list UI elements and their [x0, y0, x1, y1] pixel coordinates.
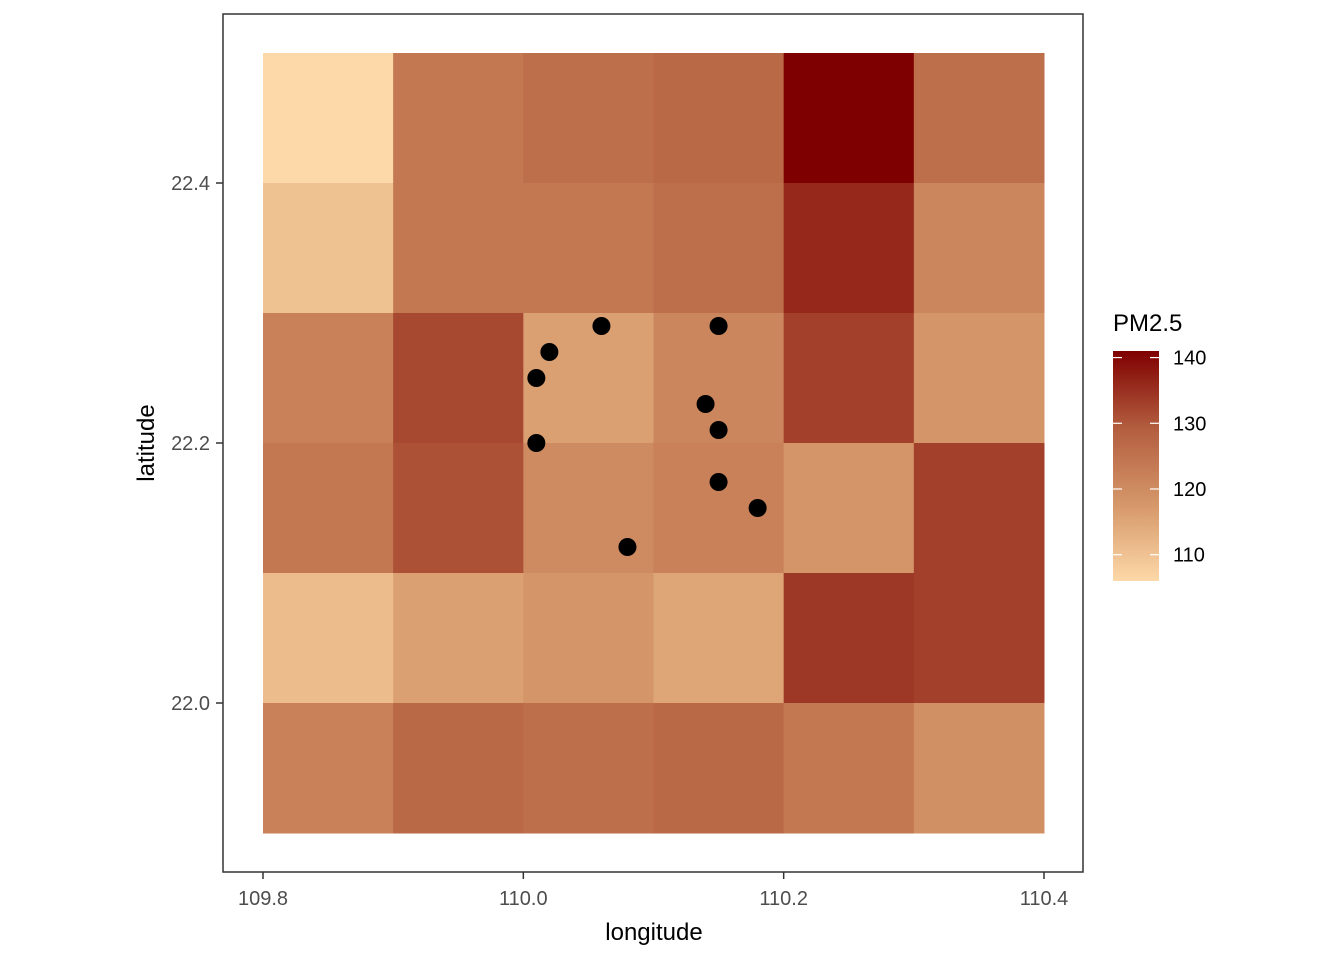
station-point — [709, 421, 728, 439]
heatmap-tile — [523, 703, 654, 834]
station-point — [527, 434, 546, 452]
heatmap-tile — [653, 183, 785, 314]
y-axis-title: latitude — [133, 404, 160, 481]
heatmap-tile — [393, 183, 524, 314]
x-tick-label: 110.2 — [759, 888, 808, 910]
heatmap-tile — [263, 573, 394, 704]
heatmap-tile — [393, 573, 524, 704]
heatmap-tile — [263, 703, 394, 834]
heatmap-tile — [913, 703, 1045, 834]
heatmap-tile — [263, 313, 394, 444]
station-point — [709, 473, 728, 491]
heatmap-tile — [393, 53, 524, 184]
heatmap-tile — [783, 313, 915, 444]
station-point — [748, 499, 767, 517]
heatmap-tile — [783, 573, 915, 704]
legend-ticks: 140 130 120 110 — [1113, 348, 1206, 567]
y-tick-label: 22.0 — [171, 693, 210, 715]
heatmap-tile — [263, 183, 394, 314]
x-tick-label: 110.4 — [1020, 888, 1069, 910]
heatmap-tile — [913, 573, 1045, 704]
station-point — [618, 538, 637, 556]
legend-label: 120 — [1173, 479, 1206, 501]
x-axis-title: longitude — [605, 919, 702, 946]
heatmap-tile — [393, 313, 524, 444]
heatmap-tile — [393, 443, 524, 574]
station-point — [592, 317, 611, 335]
legend: PM2.5 140 130 120 110 — [1113, 310, 1206, 581]
legend-title: PM2.5 — [1113, 310, 1182, 337]
station-point — [709, 317, 728, 335]
heatmap-tile — [783, 443, 915, 574]
y-tick-label: 22.2 — [171, 433, 210, 455]
heatmap-tile — [523, 573, 654, 704]
y-tick-label: 22.4 — [171, 173, 210, 195]
legend-label: 130 — [1173, 413, 1206, 435]
legend-colorbar — [1113, 351, 1159, 581]
heatmap-tile — [653, 703, 785, 834]
station-points — [527, 317, 767, 556]
x-axis: 109.8 110.0 110.2 110.4 — [238, 872, 1068, 910]
heatmap-tile — [653, 573, 785, 704]
heatmap-tile — [913, 183, 1045, 314]
x-tick-label: 109.8 — [238, 888, 288, 910]
heatmap-tile — [913, 313, 1045, 444]
heatmap-tile — [263, 53, 394, 184]
heatmap-tiles — [263, 53, 1045, 834]
heatmap-tile — [523, 183, 654, 314]
heatmap-tile — [913, 443, 1045, 574]
heatmap-tile — [523, 443, 654, 574]
heatmap-tile — [653, 53, 785, 184]
heatmap-tile — [783, 703, 915, 834]
legend-label: 140 — [1173, 348, 1206, 370]
legend-label: 110 — [1173, 545, 1205, 567]
heatmap-tile — [263, 443, 394, 574]
station-point — [527, 369, 546, 387]
heatmap-tile — [393, 703, 524, 834]
heatmap-tile — [783, 53, 915, 184]
heatmap-tile — [783, 183, 915, 314]
station-point — [696, 395, 715, 413]
heatmap-tile — [523, 53, 654, 184]
station-point — [540, 343, 559, 361]
y-axis: 22.0 22.2 22.4 — [171, 173, 223, 715]
x-tick-label: 110.0 — [499, 888, 548, 910]
heatmap-tile — [913, 53, 1045, 184]
